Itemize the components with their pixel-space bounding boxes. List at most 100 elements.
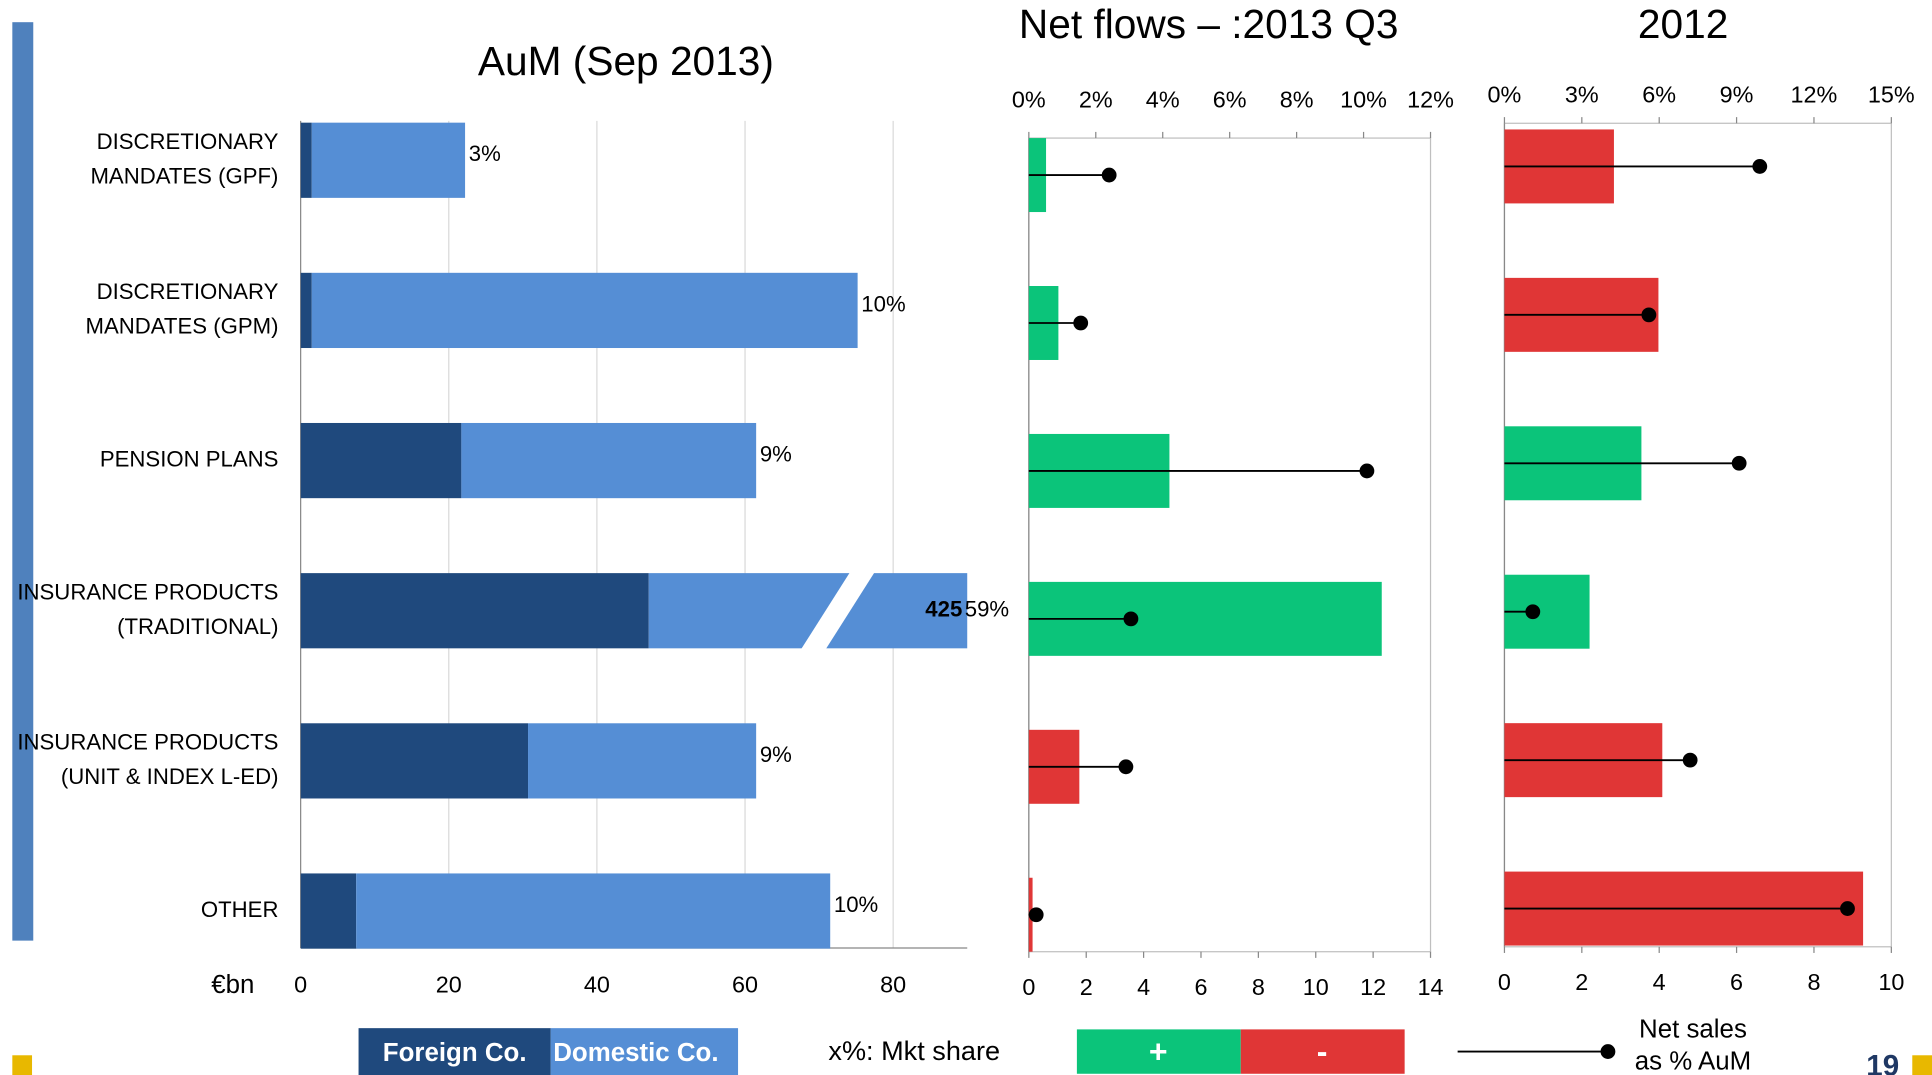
legend-label: Foreign Co. [383, 1039, 527, 1067]
x-tick-label: 8 [1807, 969, 1820, 995]
bar [300, 573, 649, 649]
x-tick-label: 4 [1137, 974, 1150, 1000]
y-tick-label: PENSION PLANS [100, 446, 279, 471]
x2-tick-label: 12% [1791, 81, 1838, 107]
data-label: 10% [861, 291, 905, 316]
x2-tick-label: 3% [1565, 81, 1599, 107]
legend-swatch [1076, 1029, 1241, 1074]
corner-mark [12, 1055, 33, 1075]
dot [1682, 752, 1698, 768]
x2-tick-label: 0% [1012, 86, 1046, 112]
x-tick-label: 10 [1303, 974, 1329, 1000]
dot [1118, 759, 1134, 775]
y-tick-line: DISCRETIONARY [97, 279, 279, 304]
dot [1101, 167, 1117, 183]
x-tick-label: 14 [1417, 974, 1443, 1000]
corner-mark [1912, 1055, 1932, 1075]
y-tick-label: INSURANCE PRODUCTS (UNIT & INDEX L-ED) [17, 729, 278, 789]
legend-label: Domestic Co. [553, 1039, 718, 1067]
x-tick-label: 6 [1730, 969, 1743, 995]
x2-tick-label: 10% [1340, 86, 1387, 112]
x-tick-label: 10 [1878, 969, 1904, 995]
legend-swatch [1240, 1029, 1405, 1074]
legend-dot [1600, 1044, 1616, 1059]
page-number: 19 [1866, 1049, 1899, 1075]
y-tick-line: INSURANCE PRODUCTS [17, 579, 278, 604]
x2-tick-label: 8% [1280, 86, 1314, 112]
data-label: 9% [760, 441, 792, 466]
x-tick-label: 0 [1022, 974, 1035, 1000]
y-tick-line: MANDATES (GPM) [86, 314, 279, 339]
x-tick-label: 2 [1080, 974, 1093, 1000]
x-tick-label: 20 [436, 971, 462, 997]
bars [300, 122, 968, 949]
bar [528, 723, 757, 799]
y-tick-label: DISCRETIONARY MANDATES (GPF) [90, 129, 278, 189]
x2-tick-label: 4% [1146, 86, 1180, 112]
data-label: 9% [760, 742, 792, 767]
bar [648, 573, 968, 649]
bar [300, 422, 462, 499]
y-tick-line: MANDATES (GPF) [90, 163, 278, 188]
legend-label: Net sales [1639, 1015, 1747, 1043]
dot [1731, 455, 1747, 471]
data-label: 59% [965, 597, 1009, 622]
plot-frame [1503, 122, 1892, 948]
y-tick-line: (UNIT & INDEX L-ED) [61, 764, 279, 789]
x-tick-label: 0 [294, 971, 307, 997]
axis-break [800, 571, 875, 650]
dot [1359, 463, 1375, 479]
dot [1752, 159, 1768, 174]
x2-tick-label: 15% [1868, 81, 1915, 107]
x-tick-label: 40 [584, 971, 610, 997]
y-tick-line: DISCRETIONARY [97, 129, 279, 154]
bar [300, 723, 529, 799]
legend-label: as % AuM [1635, 1048, 1751, 1075]
dot [1123, 611, 1139, 627]
x-tick-label: 80 [880, 971, 906, 997]
total-label: 425 [925, 597, 962, 622]
dot [1840, 901, 1855, 916]
chart-title: 2012 [1638, 1, 1728, 47]
x2-tick-label: 6% [1213, 86, 1247, 112]
chart-title: Net flows – :2013 Q3 [1019, 1, 1399, 47]
legend-swatch [550, 1028, 739, 1075]
y-tick-line: INSURANCE PRODUCTS [17, 729, 278, 754]
x-tick-label: 2 [1575, 969, 1588, 995]
bar [311, 272, 858, 349]
bar [461, 422, 757, 499]
dot [1028, 907, 1044, 923]
data-label: 3% [469, 141, 501, 166]
bar [300, 272, 312, 349]
y-tick-label: OTHER [201, 897, 279, 922]
legend-label: + [1149, 1034, 1168, 1070]
bar [300, 122, 312, 198]
x-tick-label: 8 [1252, 974, 1265, 1000]
data-label: 10% [834, 892, 878, 917]
side-bar [12, 22, 34, 941]
legend-swatch [358, 1028, 551, 1075]
x2-tick-label: 0% [1488, 81, 1522, 107]
y-tick-line: (TRADITIONAL) [117, 614, 278, 639]
plot-frame [1028, 137, 1432, 953]
legend-note: x%: Mkt share [828, 1035, 1000, 1066]
x-tick-label: 0 [1498, 969, 1511, 995]
bar [356, 873, 831, 949]
dot [1073, 315, 1089, 331]
x2-tick-label: 2% [1079, 86, 1113, 112]
y-tick-line: OTHER [201, 897, 279, 922]
y-tick-label: DISCRETIONARY MANDATES (GPM) [86, 279, 279, 339]
x-tick-label: 60 [732, 971, 758, 997]
legend-label: - [1317, 1034, 1328, 1070]
x2-tick-label: 9% [1720, 81, 1754, 107]
bar [300, 873, 357, 949]
chart-title: AuM (Sep 2013) [478, 38, 774, 84]
x-tick-label: 6 [1194, 974, 1207, 1000]
x2-tick-label: 12% [1407, 86, 1454, 112]
x2-tick-label: 6% [1642, 81, 1676, 107]
bar [311, 122, 466, 198]
dot [1525, 604, 1541, 620]
x-tick-label: 12 [1360, 974, 1386, 1000]
y-tick-label: INSURANCE PRODUCTS (TRADITIONAL) [17, 579, 278, 639]
